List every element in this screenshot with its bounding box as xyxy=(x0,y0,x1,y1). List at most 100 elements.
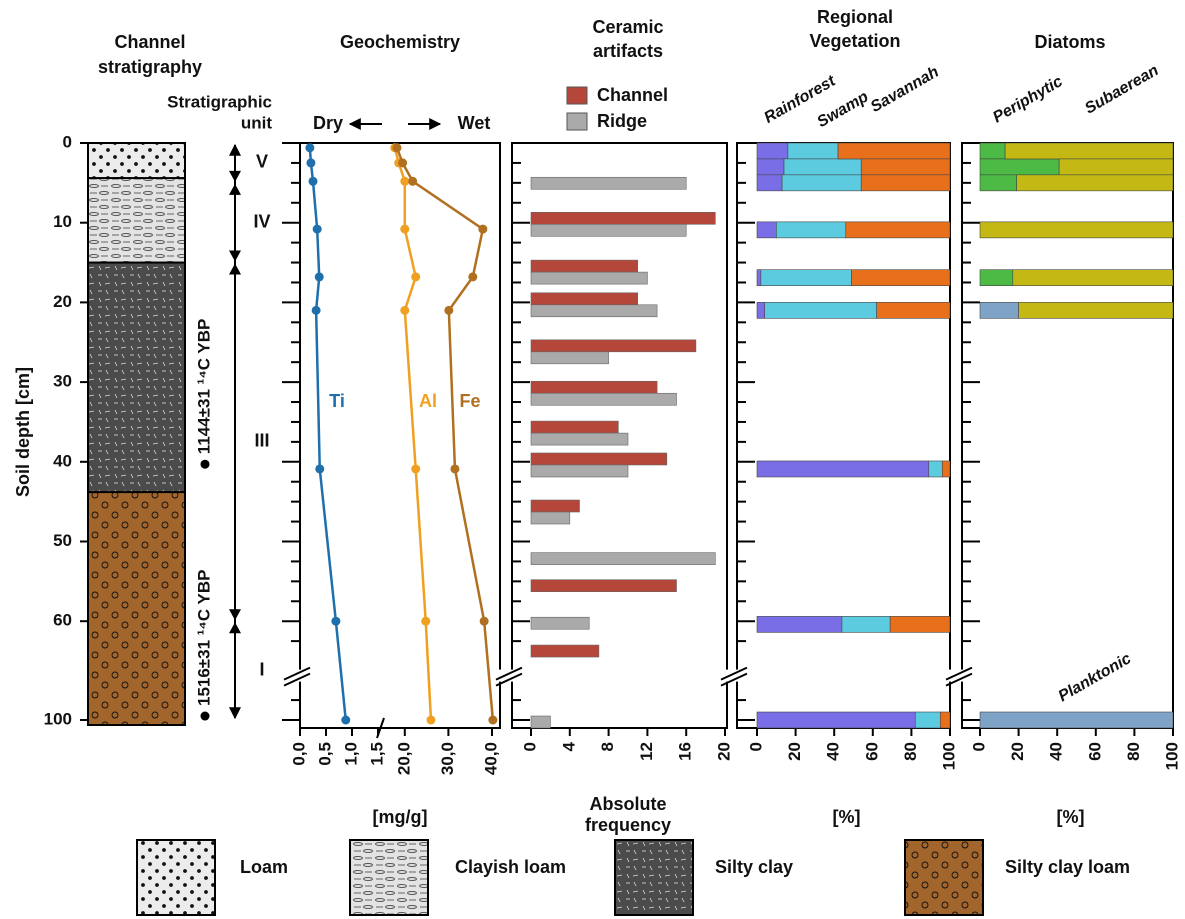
data-point xyxy=(450,464,459,473)
panel-title: Channel xyxy=(114,32,185,52)
legend-swatch xyxy=(137,840,215,915)
x-tick-label: 16 xyxy=(676,742,695,761)
bar xyxy=(531,340,696,352)
bar-segment xyxy=(757,302,765,318)
bar xyxy=(531,224,686,236)
data-point xyxy=(392,143,401,152)
x-tick-label: 80 xyxy=(1124,742,1143,761)
date-label: 1516±31 ¹⁴C YBP xyxy=(194,570,213,707)
x-tick-label: 20 xyxy=(714,742,733,761)
layer xyxy=(88,263,185,498)
unit-boundary xyxy=(229,264,241,275)
bar xyxy=(531,553,715,565)
bar-segment xyxy=(776,222,845,238)
x-tick-label: 4 xyxy=(559,741,578,751)
bar-segment xyxy=(980,712,1173,728)
y-tick-label: 30 xyxy=(53,372,72,391)
bar xyxy=(531,393,677,405)
panel-title: Vegetation xyxy=(809,31,900,51)
bar xyxy=(531,453,667,465)
panel-title: stratigraphy xyxy=(98,57,202,77)
bar xyxy=(531,272,647,284)
x-tick-label: 100 xyxy=(1162,742,1181,770)
bar-segment xyxy=(757,143,788,159)
bar-segment xyxy=(861,159,950,175)
bar-segment xyxy=(757,175,782,191)
legend-swatch xyxy=(615,840,693,915)
legend-swatch xyxy=(567,87,587,104)
x-tick-label: 0 xyxy=(746,742,765,751)
x-axis-label: Absolute xyxy=(589,794,666,814)
x-tick-label: 60 xyxy=(862,742,881,761)
bar-segment xyxy=(980,159,1059,175)
bar xyxy=(531,293,638,305)
x-axis-label: [%] xyxy=(833,807,861,827)
data-point xyxy=(331,617,340,626)
bar-segment xyxy=(980,222,1173,238)
bar-segment xyxy=(757,222,776,238)
series-label: Subaerean xyxy=(1082,62,1162,118)
data-point xyxy=(468,272,477,281)
legend-label: Ridge xyxy=(597,111,647,131)
panel-title: artifacts xyxy=(593,41,663,61)
data-point xyxy=(315,464,324,473)
x-tick-label: 1,5 xyxy=(367,742,386,766)
legend-label: Clayish loam xyxy=(455,857,566,877)
date-label: 1144±31 ¹⁴C YBP xyxy=(194,319,213,455)
y-tick-label: 50 xyxy=(53,531,72,550)
legend-label: Channel xyxy=(597,85,668,105)
bar-segment xyxy=(838,143,950,159)
bar-segment xyxy=(842,616,890,632)
x2-tick-label: 30,0 xyxy=(438,742,457,775)
bar-segment xyxy=(980,270,1013,286)
bar-segment xyxy=(929,461,943,477)
date-marker xyxy=(201,460,210,469)
data-point xyxy=(400,177,409,186)
bar-segment xyxy=(1013,270,1173,286)
data-point xyxy=(426,716,435,725)
y-tick-label: 10 xyxy=(53,212,72,231)
panel-title: Regional xyxy=(817,7,893,27)
data-point xyxy=(309,177,318,186)
data-point xyxy=(315,272,324,281)
series-label: Planktonic xyxy=(1056,650,1135,705)
data-point xyxy=(312,306,321,315)
x-tick-label: 80 xyxy=(901,742,920,761)
data-point xyxy=(480,617,489,626)
legend-label: Silty clay loam xyxy=(1005,857,1130,877)
bar xyxy=(531,465,628,477)
bar xyxy=(531,177,686,189)
data-point xyxy=(313,225,322,234)
figure: Channel stratigraphy 0 10 20 30 40 50 60 100 Soil … xyxy=(0,0,1185,919)
unit-boundary xyxy=(229,609,241,620)
series-line xyxy=(310,148,346,720)
panel-title: Geochemistry xyxy=(340,32,460,52)
layer xyxy=(88,143,185,183)
x-left-label: Dry xyxy=(313,113,343,133)
data-point xyxy=(411,272,420,281)
bar-segment xyxy=(1059,159,1173,175)
bar xyxy=(531,260,638,272)
x-tick-label: 40 xyxy=(1047,742,1066,761)
bar-segment xyxy=(782,175,861,191)
bar xyxy=(531,500,580,512)
bar-segment xyxy=(890,616,950,632)
layer xyxy=(88,492,185,725)
series-label: Periphytic xyxy=(990,73,1066,126)
unit-boundary xyxy=(229,184,241,195)
units-title: Stratigraphic xyxy=(167,92,272,111)
x-tick-label: 40 xyxy=(824,742,843,761)
x-tick-label: 20 xyxy=(785,742,804,761)
y-tick-label: 40 xyxy=(53,451,72,470)
y-axis-label: Soil depth [cm] xyxy=(13,367,33,497)
bar xyxy=(531,512,570,524)
legend-label: Loam xyxy=(240,857,288,877)
bar xyxy=(531,305,657,317)
data-point xyxy=(488,716,497,725)
x-axis-label: [mg/g] xyxy=(373,807,428,827)
y-tick-label: 100 xyxy=(44,709,72,728)
unit-label: I xyxy=(259,659,264,679)
bar-segment xyxy=(877,302,950,318)
bar-segment xyxy=(980,143,1005,159)
legend-swatch xyxy=(567,113,587,130)
